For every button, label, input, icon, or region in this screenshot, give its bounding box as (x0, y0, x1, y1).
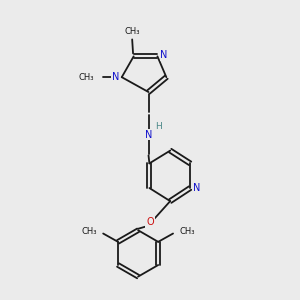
Text: CH₃: CH₃ (81, 226, 97, 236)
Text: CH₃: CH₃ (180, 226, 195, 236)
Text: N: N (145, 130, 152, 140)
Text: N: N (160, 50, 168, 60)
Text: CH₃: CH₃ (78, 73, 94, 82)
Text: N: N (193, 183, 200, 193)
Text: N: N (112, 72, 119, 82)
Text: CH₃: CH₃ (124, 27, 140, 36)
Text: H: H (155, 122, 162, 131)
Text: O: O (146, 217, 154, 227)
